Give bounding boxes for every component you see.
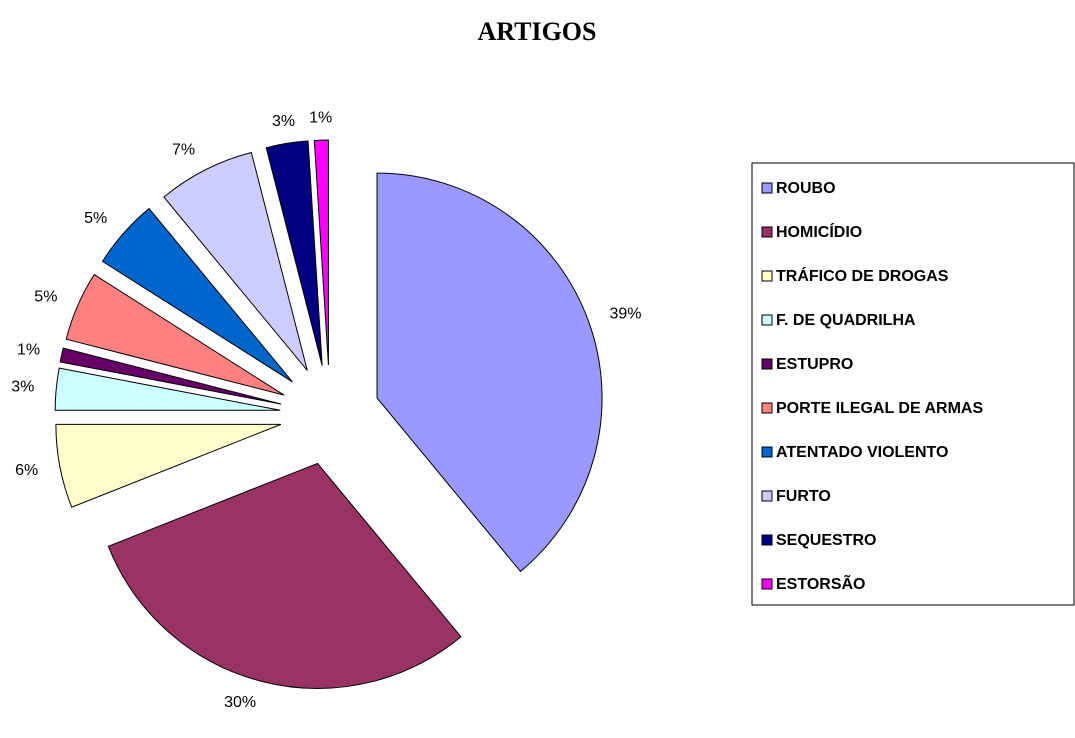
- legend-label: PORTE ILEGAL DE ARMAS: [776, 400, 983, 417]
- pie-slice: [101, 207, 293, 383]
- legend-swatch: [761, 446, 773, 458]
- slice-label: 6%: [15, 462, 38, 479]
- slice-label: 7%: [172, 142, 195, 159]
- legend-box: [751, 162, 1075, 606]
- chart-title: ARTIGOS: [477, 17, 596, 46]
- pie-slice: [313, 139, 329, 366]
- slice-label: 30%: [224, 694, 256, 711]
- legend-swatch: [761, 358, 773, 370]
- legend-label: ESTORSÃO: [776, 573, 866, 593]
- legend-swatch: [761, 578, 773, 590]
- legend-swatch: [761, 182, 773, 194]
- pie-slice: [65, 273, 285, 396]
- legend-swatch: [761, 226, 773, 238]
- legend-label: F. DE QUADRILHA: [776, 312, 916, 329]
- pie-slice: [59, 347, 282, 405]
- legend-label: ROUBO: [776, 180, 836, 197]
- legend-label: ESTUPRO: [776, 356, 853, 373]
- pie-slice: [265, 140, 323, 366]
- legend-swatch: [761, 270, 773, 282]
- legend-swatch: [761, 534, 773, 546]
- pie-slice: [376, 172, 603, 573]
- pie-slice: [163, 151, 308, 371]
- slice-label: 5%: [34, 288, 57, 305]
- slice-label: 3%: [11, 378, 34, 395]
- slice-label: 5%: [84, 210, 107, 227]
- pie-slice: [54, 367, 281, 411]
- legend-swatch: [761, 402, 773, 414]
- legend-swatch: [761, 314, 773, 326]
- legend-label: SEQUESTRO: [776, 532, 876, 549]
- slice-label: 1%: [309, 109, 332, 126]
- legend-swatch: [761, 490, 773, 502]
- pie-slice: [107, 462, 462, 689]
- legend-label: ATENTADO VIOLENTO: [776, 444, 948, 461]
- pie-slice: [55, 423, 282, 508]
- legend-label: TRÁFICO DE DROGAS: [776, 266, 949, 285]
- legend-label: HOMICÍDIO: [776, 222, 862, 241]
- legend-label: FURTO: [776, 488, 831, 505]
- slice-label: 39%: [609, 306, 641, 323]
- slice-label: 1%: [17, 341, 40, 358]
- slice-label: 3%: [272, 113, 295, 130]
